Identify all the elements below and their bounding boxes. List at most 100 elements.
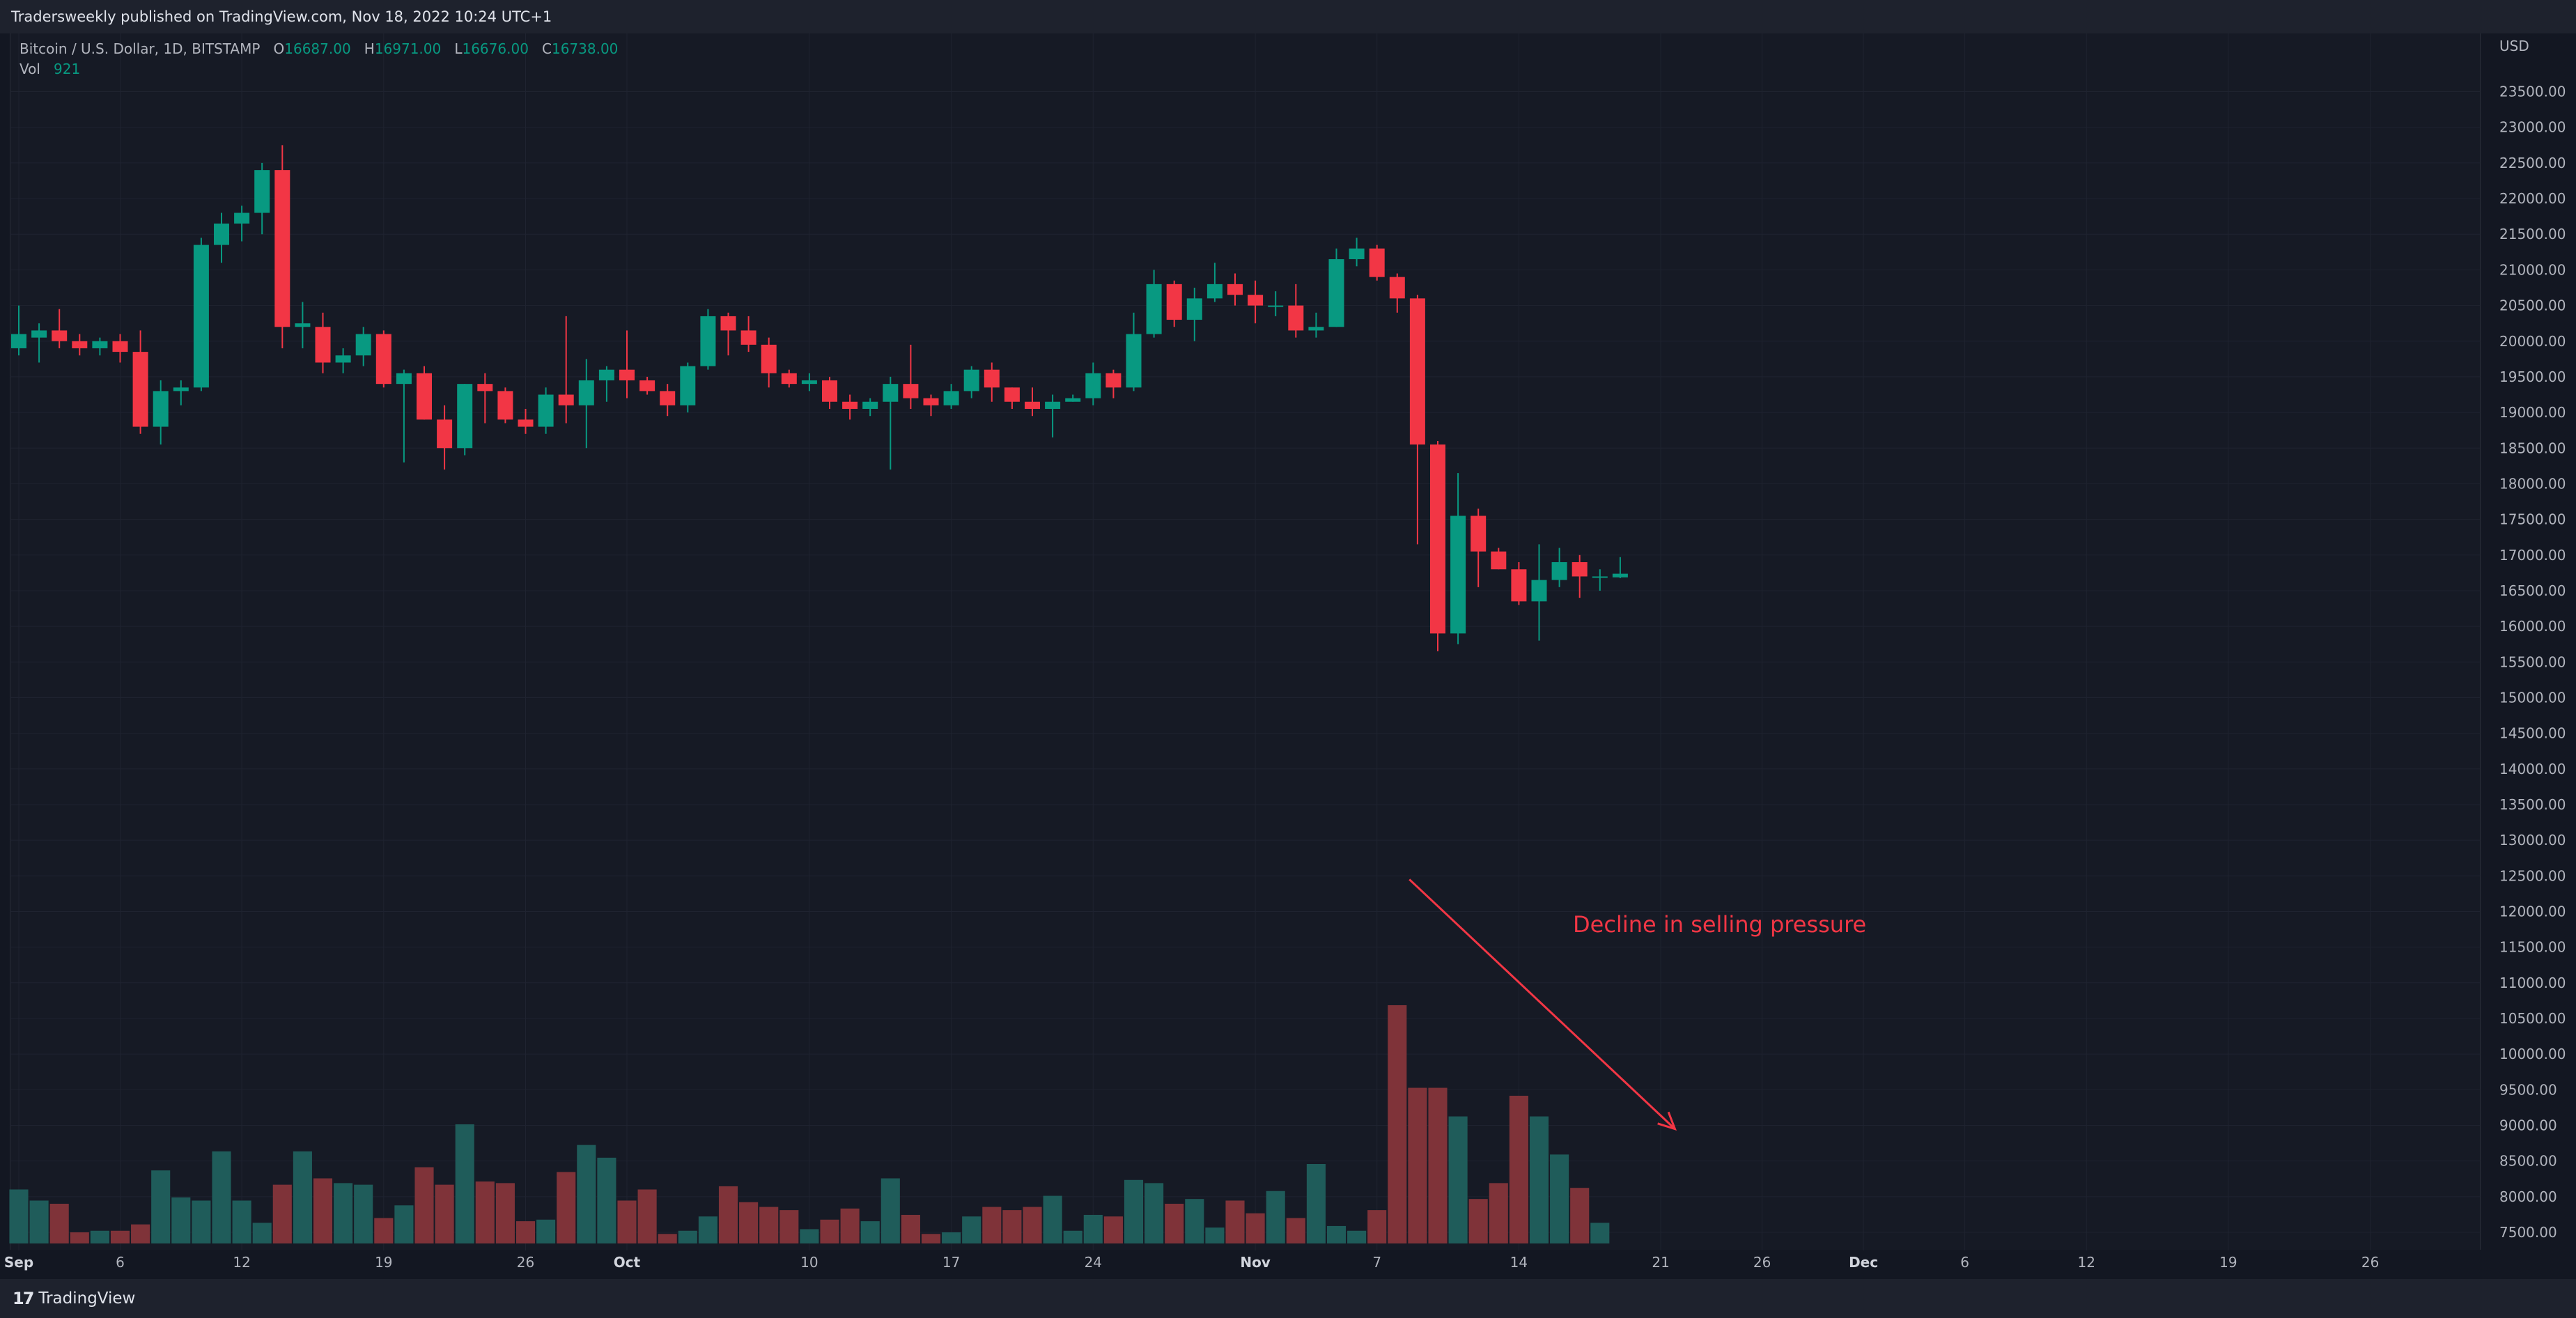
volume-bar [1326,1225,1347,1243]
volume-value: 921 [54,61,81,77]
candle-body [274,170,290,327]
volume-bar [860,1221,880,1243]
price-axis-labels: 23500.00 23000.00 22500.00 22000.00 21500.00… [2499,84,2566,1241]
volume-bar [1124,1179,1144,1243]
candle-body [11,334,26,348]
candle-body [619,369,635,381]
volume-bar [962,1216,981,1243]
time-tick-label: 6 [1960,1254,1969,1271]
volume-bar [475,1181,495,1243]
volume-bar [698,1216,717,1243]
price-tick-label: 20000.00 [2499,333,2566,350]
annotation-text: Decline in selling pressure [1573,911,1866,938]
candle-body [660,391,676,405]
candle-body [801,380,817,385]
candle-body [375,334,391,385]
volume-bar [1509,1095,1528,1243]
candle-body [558,394,574,405]
candle-body [92,341,108,348]
time-tick-label: 6 [116,1254,125,1271]
symbol-legend[interactable]: Bitcoin / U.S. Dollar, 1D, BITSTAMP O166… [20,39,618,79]
volume-bar [718,1186,738,1243]
candle-body [396,373,412,385]
selling-pressure-annotation: Decline in selling pressure [1409,878,1866,1131]
time-tick-label: 7 [1372,1254,1381,1271]
candle-body [477,384,493,391]
volume-bar [1286,1218,1305,1243]
candle-body [355,334,371,356]
candle-body [112,341,128,352]
volume-bar [759,1207,779,1243]
candle-body [1369,248,1385,277]
annotation-arrow-head [1657,1111,1677,1131]
candle-body [1268,305,1284,307]
volume-bar [597,1157,616,1243]
tradingview-brand[interactable]: 17 TradingView [13,1289,135,1308]
candle-body [1308,327,1324,331]
time-tick-label: Nov [1240,1254,1271,1271]
price-tick-label: 7500.00 [2499,1224,2557,1241]
candle-body [1450,515,1466,634]
time-tick-label: Dec [1849,1254,1878,1271]
price-tick-label: 11500.00 [2499,939,2566,956]
volume-bar [1063,1230,1083,1243]
candle-body [1511,569,1527,602]
publisher-line: Tradersweekly published on TradingView.c… [11,8,552,25]
high-value: 16971.00 [374,40,442,57]
volume-label: Vol [20,61,40,77]
volume-bar [131,1224,150,1243]
volume-bar [1468,1199,1488,1243]
candle-body [781,373,797,385]
volume-bar [557,1172,576,1243]
volume-bar [1529,1116,1549,1243]
volume-bar [536,1219,556,1243]
candle-body [903,384,919,398]
candle-body [497,391,513,420]
volume-bar [110,1230,130,1243]
volume-bar [820,1219,839,1243]
candle-body [1065,398,1081,402]
candle-body [700,316,716,366]
volume-bar [354,1184,373,1243]
volume-bars [9,1005,1610,1243]
candle-body [518,419,534,427]
volume-bar [1388,1005,1407,1243]
candle-body [1085,373,1101,398]
volume-bar [515,1221,536,1243]
volume-bar [1590,1223,1610,1243]
low-label: L [454,40,463,57]
candle-body [578,380,594,405]
volume-bar [70,1232,89,1243]
volume-bar [90,1230,109,1243]
price-tick-label: 13500.00 [2499,796,2566,813]
price-tick-label: 20500.00 [2499,297,2566,314]
open-label: O [273,40,285,57]
candle-body [1471,515,1487,552]
price-tick-label: 16000.00 [2499,618,2566,635]
price-tick-label: 21000.00 [2499,261,2566,278]
volume-bar [577,1145,596,1243]
volume-bar [313,1178,333,1243]
volume-bar [1347,1230,1367,1243]
time-axis-labels: Sep 6 12 19 26 Oct 10 17 24 Nov 7 14 21 26 Dec 6 12 19 26 [4,1254,2379,1271]
volume-bar [1145,1183,1164,1243]
volume-bar [800,1229,819,1243]
candle-body [639,380,655,391]
volume-bar [9,1189,29,1243]
volume-bar [414,1167,434,1243]
candle-body [1206,284,1223,299]
candle-body [923,398,939,405]
price-axis[interactable] [2480,33,2576,1250]
candle-body [1004,387,1020,402]
time-tick-label: 17 [942,1254,960,1271]
candle-body [437,419,453,449]
time-tick-label: 26 [2361,1254,2379,1271]
volume-bar [1083,1214,1103,1243]
volume-bar [1185,1199,1204,1243]
price-tick-label: 14500.00 [2499,725,2566,742]
candle-body [1105,373,1122,388]
volume-bar [212,1151,231,1243]
chart-pane[interactable] [10,33,2481,1250]
high-label: H [364,40,375,57]
